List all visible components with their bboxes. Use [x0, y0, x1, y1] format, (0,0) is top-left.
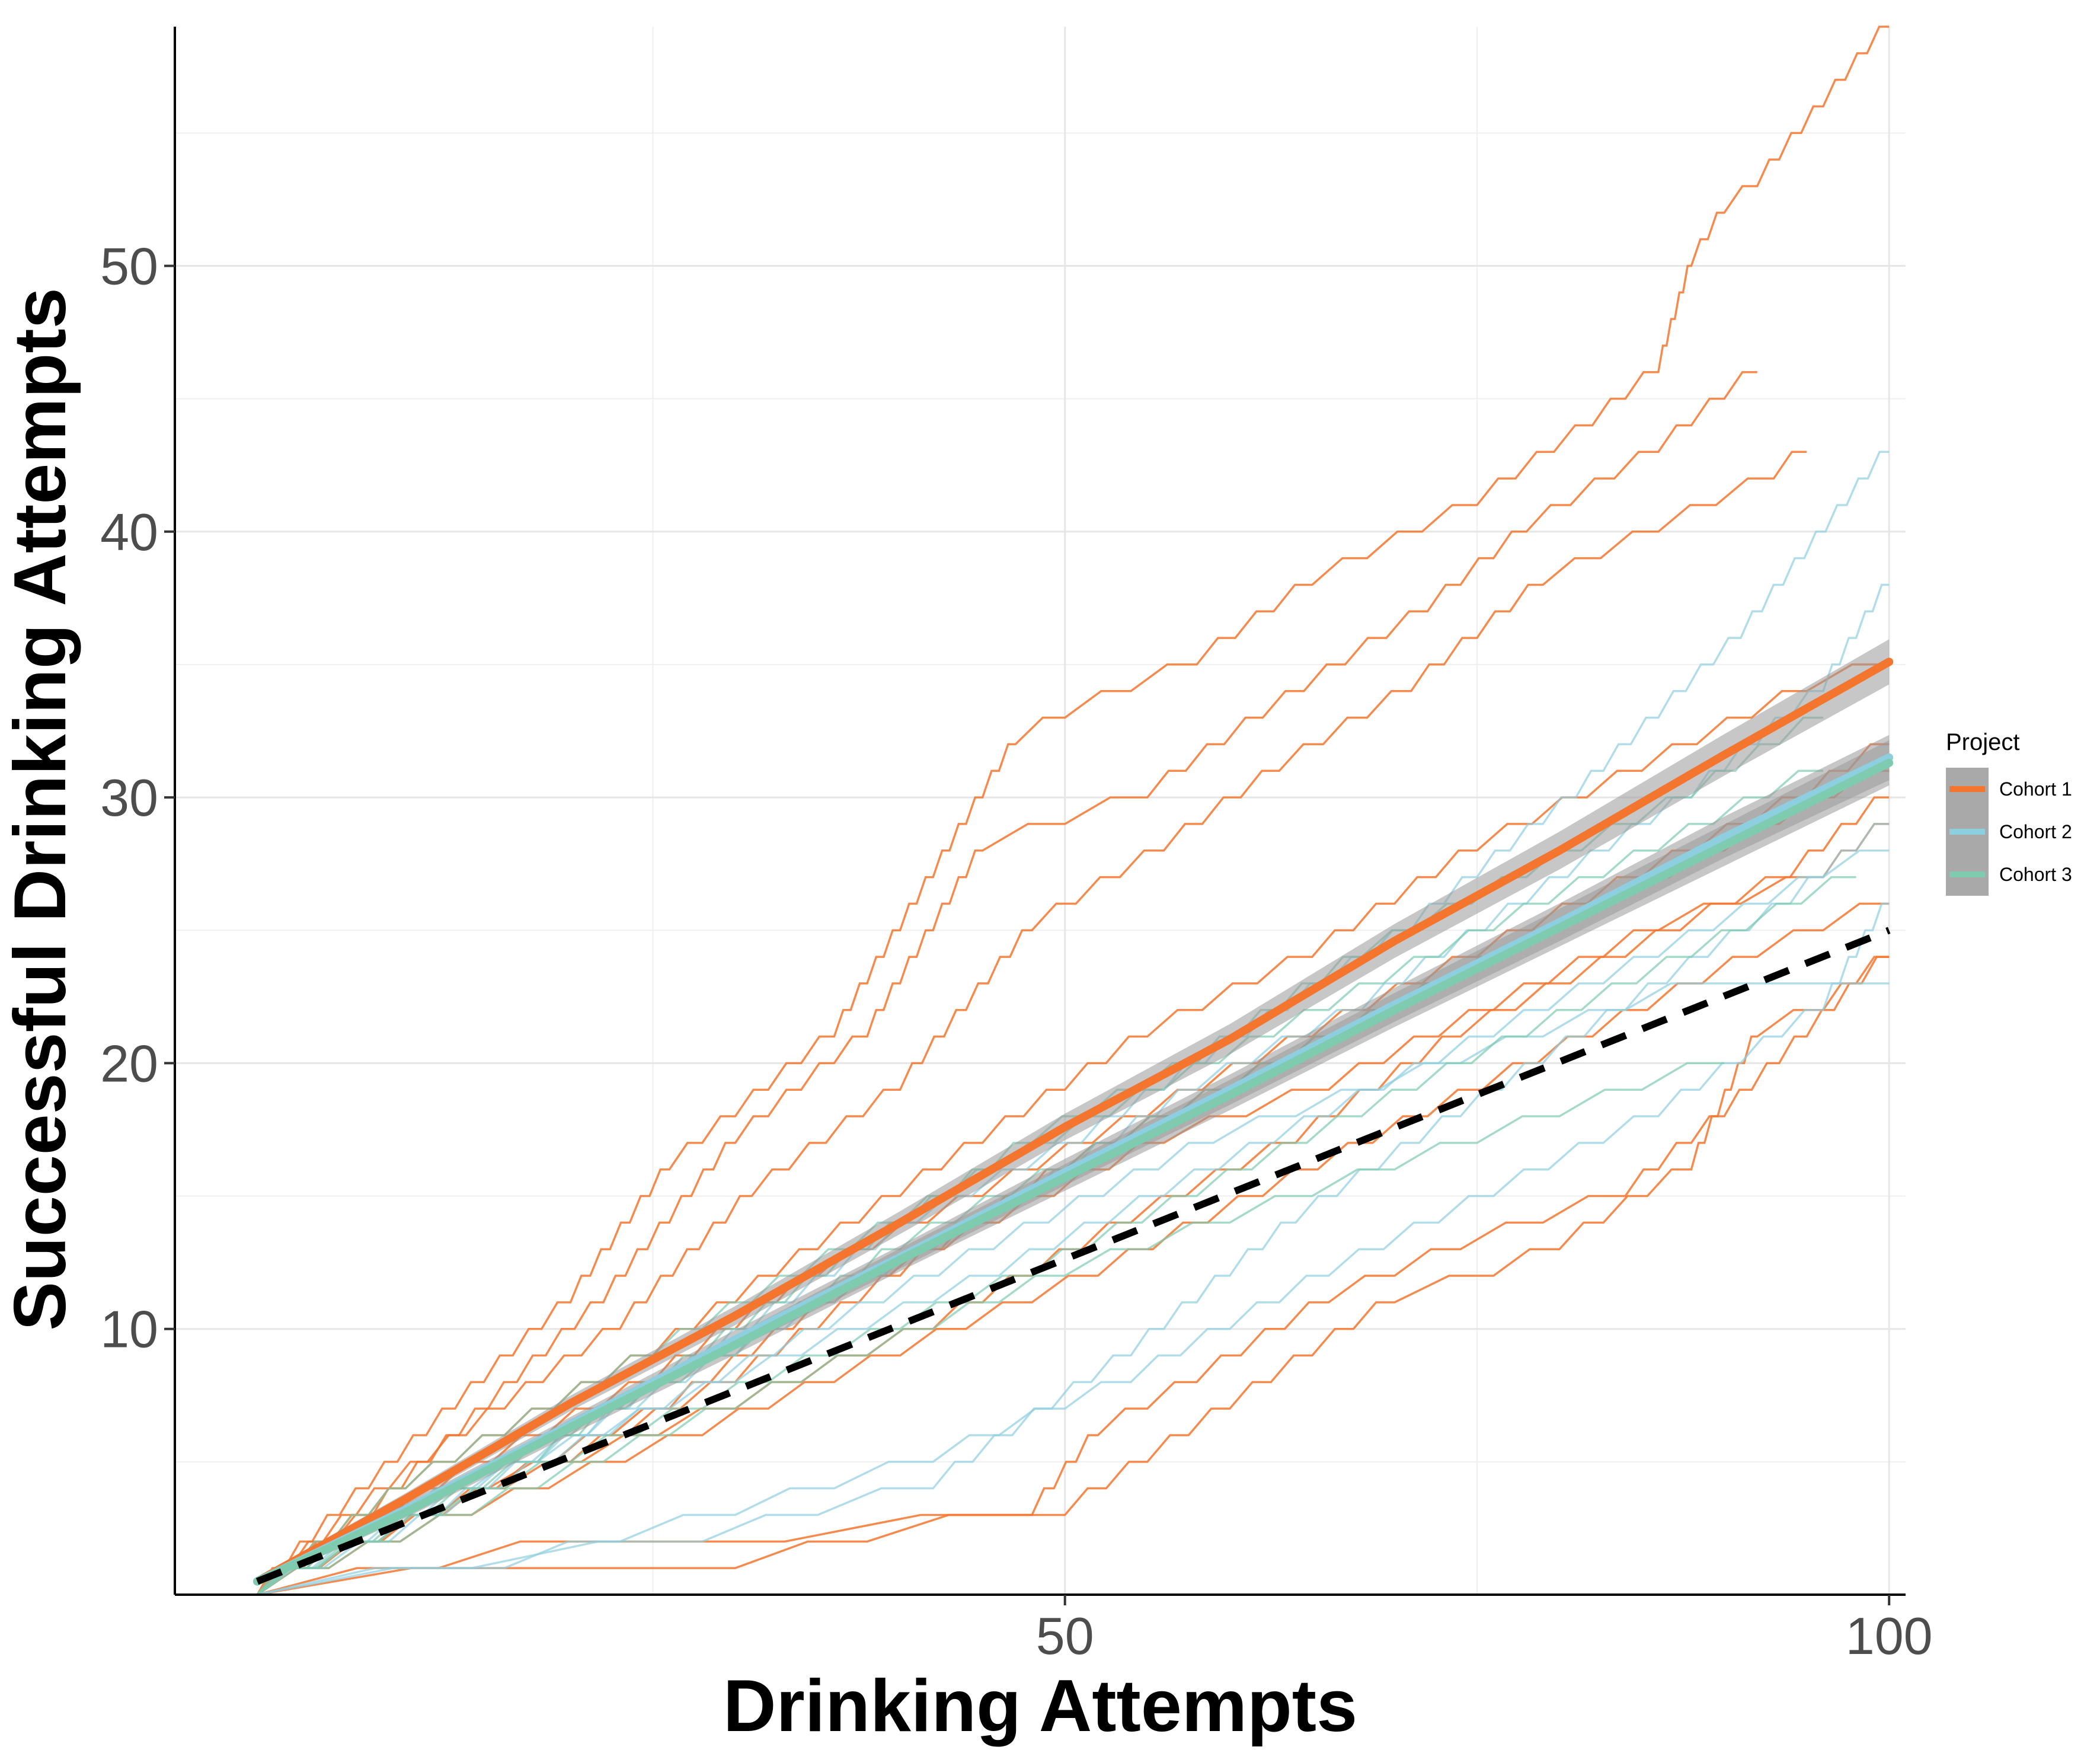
individual-line-cohort-1: [256, 371, 1757, 1596]
tick-labels: 50 100 10 20 30 40 50: [100, 237, 1932, 1665]
individual-line-cohort-2: [257, 902, 1890, 1596]
y-axis-title: Successful Drinking Attempts: [0, 288, 81, 1330]
x-tick-label: 100: [1846, 1607, 1933, 1665]
y-tick-label: 50: [100, 237, 158, 295]
individual-line-cohort-1: [256, 25, 1890, 1595]
legend-label-cohort-3: Cohort 3: [1999, 864, 2072, 885]
y-tick-label: 40: [100, 503, 158, 561]
individual-line-cohort-2: [257, 982, 1890, 1596]
individual-line-cohort-1: [257, 956, 1890, 1596]
fit-line-cohort-1: [253, 657, 1894, 1586]
fit-line-cohort-3: [253, 758, 1894, 1586]
grid: [175, 27, 1906, 1595]
x-axis-title: Drinking Attempts: [723, 1665, 1357, 1747]
individual-line-cohort-3: [257, 1062, 1725, 1596]
individual-line-cohort-3: [256, 876, 1856, 1596]
legend-label-cohort-2: Cohort 2: [1999, 821, 2072, 842]
legend-label-cohort-1: Cohort 1: [1999, 778, 2072, 800]
y-tick-label: 30: [100, 768, 158, 827]
y-tick-label: 10: [100, 1300, 158, 1359]
legend-items: Cohort 1 Cohort 2 Cohort 3: [1946, 768, 2072, 896]
x-tick-label: 50: [1036, 1607, 1094, 1665]
reference-dashed-line: [255, 927, 1891, 1585]
individual-line-cohort-1: [256, 451, 1807, 1595]
axes: [174, 27, 1906, 1596]
legend: Project Cohort 1 Cohort 2 Cohort 3: [1946, 729, 2072, 896]
reference-line: [255, 927, 1891, 1585]
legend-title: Project: [1946, 729, 2020, 755]
individual-line-cohort-2: [257, 823, 1890, 1596]
individual-line-cohort-2: [256, 451, 1890, 1596]
individual-line-cohort-1: [257, 902, 1890, 1596]
y-tick-label: 20: [100, 1034, 158, 1093]
fit-lines: [253, 657, 1894, 1586]
